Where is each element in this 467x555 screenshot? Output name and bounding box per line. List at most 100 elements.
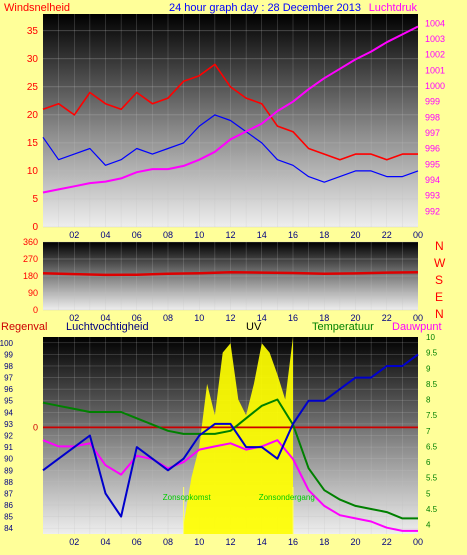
temperature-y-tick-5: 5 [426,489,431,498]
pressure-y-tick-1002: 1002 [425,50,445,60]
wind-y-tick-30: 30 [27,54,39,65]
wind-x-tick-22: 22 [382,230,392,240]
wind-x-tick-18: 18 [319,230,329,240]
weather-x-tick-20: 20 [350,537,360,547]
wind-y-tick-35: 35 [27,26,39,37]
direction-y-tick-180: 180 [23,271,38,281]
humidity-y-tick-97: 97 [4,374,13,383]
direction-y-tick-360: 360 [23,237,38,247]
compass-letter-n: N [435,239,444,253]
wind-y-tick-20: 20 [27,110,39,121]
wind-average-line [42,114,419,183]
weather-x-tick-04: 04 [100,537,110,547]
humidity-y-tick-90: 90 [4,455,13,464]
wind-y-tick-10: 10 [27,166,39,177]
pressure-y-tick-999: 999 [425,97,440,107]
wind-x-tick-02: 02 [69,230,79,240]
temperature-y-tick-7: 7 [426,427,431,436]
wind-y-tick-5: 5 [32,194,38,205]
pressure-y-tick-996: 996 [425,144,440,154]
direction-x-tick-14: 14 [257,313,267,323]
compass-letter-s: S [435,273,443,287]
temperature-y-tick-10: 10 [426,333,435,342]
humidity-y-tick-89: 89 [4,466,13,475]
wind-direction-line [42,270,419,277]
compass-letter-w: W [434,256,446,270]
temperature-y-tick-9.5: 9.5 [426,349,438,358]
humidity-y-tick-92: 92 [4,432,13,441]
wind-x-tick-04: 04 [100,230,110,240]
temperature-line [42,398,418,520]
sunrise-annotation: Zonsopkomst [163,493,212,502]
weather-x-tick-08: 08 [163,537,173,547]
weather-x-tick-14: 14 [257,537,267,547]
wind-x-tick-06: 06 [132,230,142,240]
dewpoint-line [42,439,418,532]
weather-x-tick-12: 12 [225,537,235,547]
weather-x-tick-06: 06 [132,537,142,547]
wind-x-tick-14: 14 [257,230,267,240]
direction-x-tick-12: 12 [225,313,235,323]
rain-label: Regenval [1,321,47,333]
weather-x-tick-10: 10 [194,537,204,547]
wind-y-tick-25: 25 [27,82,39,93]
weather-x-tick-22: 22 [382,537,392,547]
weather-x-tick-18: 18 [319,537,329,547]
sunset-annotation: Zonsondergang [259,493,315,502]
wind-x-tick-12: 12 [225,230,235,240]
uv-label: UV [246,321,262,333]
pressure-y-tick-1004: 1004 [425,18,445,28]
direction-y-tick-90: 90 [28,288,38,298]
humidity-line [42,353,419,518]
direction-y-tick-0: 0 [33,305,38,315]
weather-x-tick-00: 00 [413,537,423,547]
wind-x-tick-20: 20 [350,230,360,240]
pressure-line [42,25,419,194]
temperature-y-tick-4.5: 4.5 [426,505,438,514]
humidity-y-tick-88: 88 [4,478,13,487]
pressure-y-tick-1003: 1003 [425,34,445,44]
wind-x-tick-16: 16 [288,230,298,240]
direction-x-tick-18: 18 [319,313,329,323]
direction-x-tick-06: 06 [132,313,142,323]
pressure-label: Luchtdruk [369,2,418,14]
humidity-y-tick-94: 94 [4,408,13,417]
pressure-y-tick-1000: 1000 [425,81,445,91]
compass-letter-e: E [435,290,443,304]
direction-x-tick-08: 08 [163,313,173,323]
pressure-y-tick-994: 994 [425,175,440,185]
humidity-y-tick-100: 100 [0,339,14,348]
temperature-y-tick-5.5: 5.5 [426,474,438,483]
humidity-y-tick-95: 95 [4,397,13,406]
wind-y-tick-0: 0 [32,222,38,233]
dewpoint-label: Dauwpunt [392,321,442,333]
temperature-y-tick-8: 8 [426,396,431,405]
pressure-y-tick-993: 993 [425,191,440,201]
temperature-y-tick-6: 6 [426,458,431,467]
direction-x-tick-10: 10 [194,313,204,323]
wind-speed-label: Windsnelheid [4,2,70,14]
humidity-y-tick-91: 91 [4,443,13,452]
temperature-label: Temperatuur [312,321,374,333]
humidity-y-tick-84: 84 [4,524,13,533]
temperature-y-tick-8.5: 8.5 [426,380,438,389]
temperature-y-tick-4: 4 [426,521,431,530]
wind-gust-line [42,63,418,161]
pressure-y-tick-992: 992 [425,206,440,216]
wind-x-tick-10: 10 [194,230,204,240]
pressure-y-tick-995: 995 [425,159,440,169]
humidity-y-tick-86: 86 [4,501,13,510]
pressure-y-tick-997: 997 [425,128,440,138]
direction-x-tick-22: 22 [382,313,392,323]
temperature-y-tick-6.5: 6.5 [426,442,438,451]
direction-x-tick-00: 00 [413,313,423,323]
weather-x-tick-16: 16 [288,537,298,547]
humidity-y-tick-98: 98 [4,362,13,371]
direction-x-tick-20: 20 [350,313,360,323]
humidity-y-tick-87: 87 [4,489,13,498]
temperature-y-tick-7.5: 7.5 [426,411,438,420]
graph-title: 24 hour graph day : 28 December 2013 [169,2,361,14]
direction-x-tick-16: 16 [288,313,298,323]
direction-x-tick-02: 02 [69,313,79,323]
